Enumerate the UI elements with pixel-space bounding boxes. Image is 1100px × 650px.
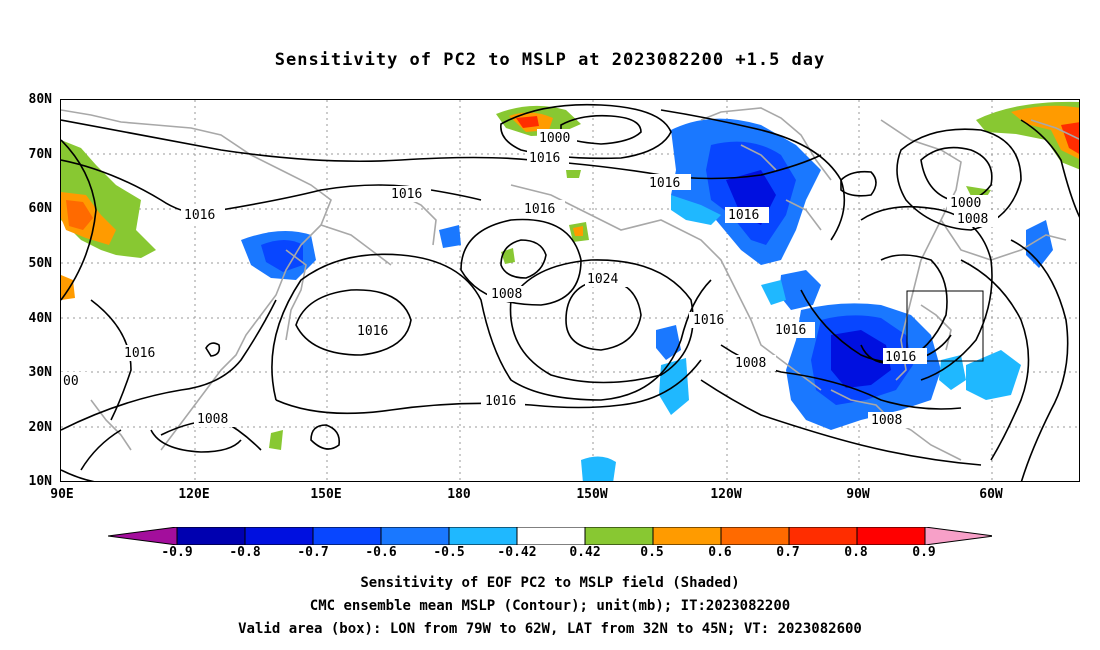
contour-label: 1016 (728, 208, 759, 223)
colorbar-cell (516, 527, 586, 545)
lat-label-60n: 60N (28, 201, 52, 216)
map-canvas: 1000 1016 1016 1016 1016 1016 1016 1016 … (61, 100, 1079, 481)
colorbar-label: -0.9 (161, 545, 193, 560)
contour-label: 1008 (491, 287, 522, 302)
colorbar-label: -0.7 (297, 545, 329, 560)
chart-title: Sensitivity of PC2 to MSLP at 2023082200… (274, 50, 826, 70)
contour-label: 1008 (197, 412, 228, 427)
colorbar-arrow-low (108, 527, 178, 545)
lon-label-60w: 60W (979, 487, 1003, 502)
colorbar-label: -0.8 (229, 545, 261, 560)
contour-label: 1024 (587, 272, 618, 287)
colorbar-label: -0.42 (497, 545, 537, 560)
colorbar-cell (448, 527, 518, 545)
contour-label: 00 (63, 374, 79, 389)
colorbar-label: 0.6 (708, 545, 732, 560)
valid-area-box (906, 290, 984, 362)
contour-label: 1016 (649, 176, 680, 191)
lon-label-120w: 120W (710, 487, 742, 502)
lat-label-20n: 20N (28, 420, 52, 435)
contour-label: 1008 (735, 356, 766, 371)
colorbar-label: 0.5 (640, 545, 664, 560)
lon-label-120e: 120E (178, 487, 210, 502)
lat-label-40n: 40N (28, 311, 52, 326)
lat-label-50n: 50N (28, 256, 52, 271)
colorbar-label: -0.5 (433, 545, 465, 560)
contour-labels: 1000 1016 1016 1016 1016 1016 1016 1016 … (61, 129, 998, 428)
colorbar-label: -0.6 (365, 545, 397, 560)
colorbar-cell (244, 527, 314, 545)
colorbar-cell (652, 527, 722, 545)
colorbar-label: 0.42 (569, 545, 601, 560)
contour-label: 1000 (539, 131, 570, 146)
contour-label: 1008 (957, 212, 988, 227)
colorbar-cell (380, 527, 450, 545)
contour-label: 1016 (529, 151, 560, 166)
caption-line-1: Sensitivity of EOF PC2 to MSLP field (Sh… (360, 575, 740, 591)
contour-label: 1016 (775, 323, 806, 338)
colorbar-cell (312, 527, 382, 545)
contour-label: 1008 (871, 413, 902, 428)
mslp-contours (61, 103, 1079, 481)
lon-label-90e: 90E (50, 487, 74, 502)
lat-label-10n: 10N (28, 474, 52, 489)
contour-label: 1016 (357, 324, 388, 339)
contour-label: 1016 (184, 208, 215, 223)
colorbar-cell (720, 527, 790, 545)
colorbar-cell (584, 527, 654, 545)
caption-line-2: CMC ensemble mean MSLP (Contour); unit(m… (309, 598, 791, 614)
colorbar (108, 527, 992, 545)
lat-label-70n: 70N (28, 147, 52, 162)
contour-label: 1000 (950, 196, 981, 211)
contour-label: 1016 (485, 394, 516, 409)
contour-label: 1016 (693, 313, 724, 328)
lon-label-150e: 150E (310, 487, 342, 502)
lat-label-80n: 80N (28, 92, 52, 107)
map-panel: 1000 1016 1016 1016 1016 1016 1016 1016 … (60, 99, 1080, 482)
colorbar-label: 0.7 (776, 545, 800, 560)
lon-label-90w: 90W (846, 487, 870, 502)
caption-line-3: Valid area (box): LON from 79W to 62W, L… (238, 621, 862, 637)
lon-label-180: 180 (447, 487, 471, 502)
colorbar-cell (788, 527, 858, 545)
colorbar-cell (176, 527, 246, 545)
lon-label-150w: 150W (576, 487, 608, 502)
contour-label: 1016 (885, 350, 916, 365)
contour-label: 1016 (124, 346, 155, 361)
colorbar-cell (856, 527, 926, 545)
lat-label-30n: 30N (28, 365, 52, 380)
contour-label: 1016 (391, 187, 422, 202)
colorbar-label: 0.9 (912, 545, 936, 560)
colorbar-label: 0.8 (844, 545, 868, 560)
contour-label: 1016 (524, 202, 555, 217)
colorbar-arrow-high (924, 527, 992, 545)
